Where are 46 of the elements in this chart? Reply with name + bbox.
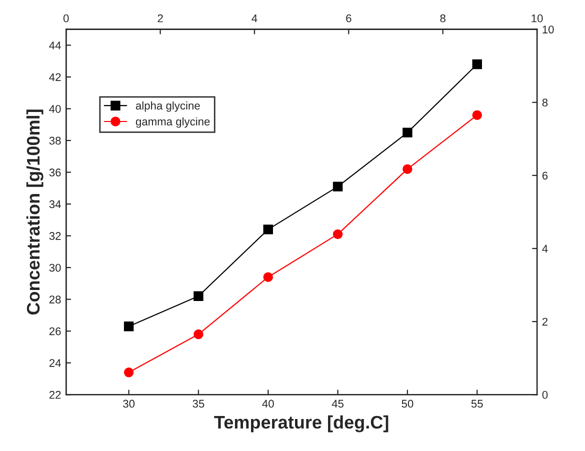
point	[332, 182, 343, 192]
point	[124, 321, 134, 332]
point	[263, 224, 273, 234]
y2-tick-label: 10	[542, 26, 554, 34]
x-tick-label: 45	[332, 400, 344, 408]
legend-label: gamma glycine	[136, 117, 210, 128]
y-tick-label: 42	[49, 73, 61, 81]
x-tick-label: 50	[402, 400, 414, 408]
y-tick-label: 24	[49, 359, 61, 367]
y-tick-label: 34	[49, 200, 61, 208]
x2-tick-label: 2	[158, 14, 163, 22]
y-tick-label: 36	[49, 168, 61, 176]
point	[472, 110, 482, 120]
x2-tick-label: 0	[63, 14, 69, 22]
x-axis-title: Temperature [deg.C]	[214, 415, 388, 432]
x-tick-label: 30	[123, 400, 135, 408]
y-tick-label: 44	[49, 42, 61, 50]
point	[263, 272, 273, 282]
point	[124, 368, 134, 378]
y2-tick-label: 6	[542, 172, 548, 180]
y2-tick-label: 8	[542, 98, 548, 107]
point	[472, 59, 482, 70]
point	[332, 229, 343, 240]
x2-tick-label: 8	[440, 14, 446, 22]
point	[402, 164, 412, 174]
y-tick-label: 40	[49, 105, 61, 113]
y-tick-label: 22	[49, 390, 61, 399]
x2-tick-label: 4	[252, 14, 258, 22]
y2-tick-label: 2	[542, 318, 548, 326]
y-tick-label: 32	[49, 232, 61, 240]
x-tick-label: 55	[471, 400, 483, 408]
y-tick-label: 28	[49, 296, 61, 304]
y-axis-title: Concentration [g/100ml]	[26, 110, 44, 315]
point	[402, 128, 412, 138]
x2-tick-label: 6	[346, 14, 352, 22]
y-tick-label: 38	[49, 136, 61, 145]
y2-tick-label: 4	[542, 244, 548, 253]
x-tick-label: 40	[262, 400, 274, 408]
x-tick-label: 35	[192, 400, 204, 408]
x2-tick-label: 10	[532, 14, 543, 22]
point	[194, 329, 204, 340]
point	[194, 291, 204, 302]
y-tick-label: 30	[49, 264, 61, 272]
y-tick-label: 26	[49, 327, 61, 336]
y2-tick-label: 0	[542, 390, 548, 399]
legend-label: alpha glycine	[136, 101, 200, 112]
